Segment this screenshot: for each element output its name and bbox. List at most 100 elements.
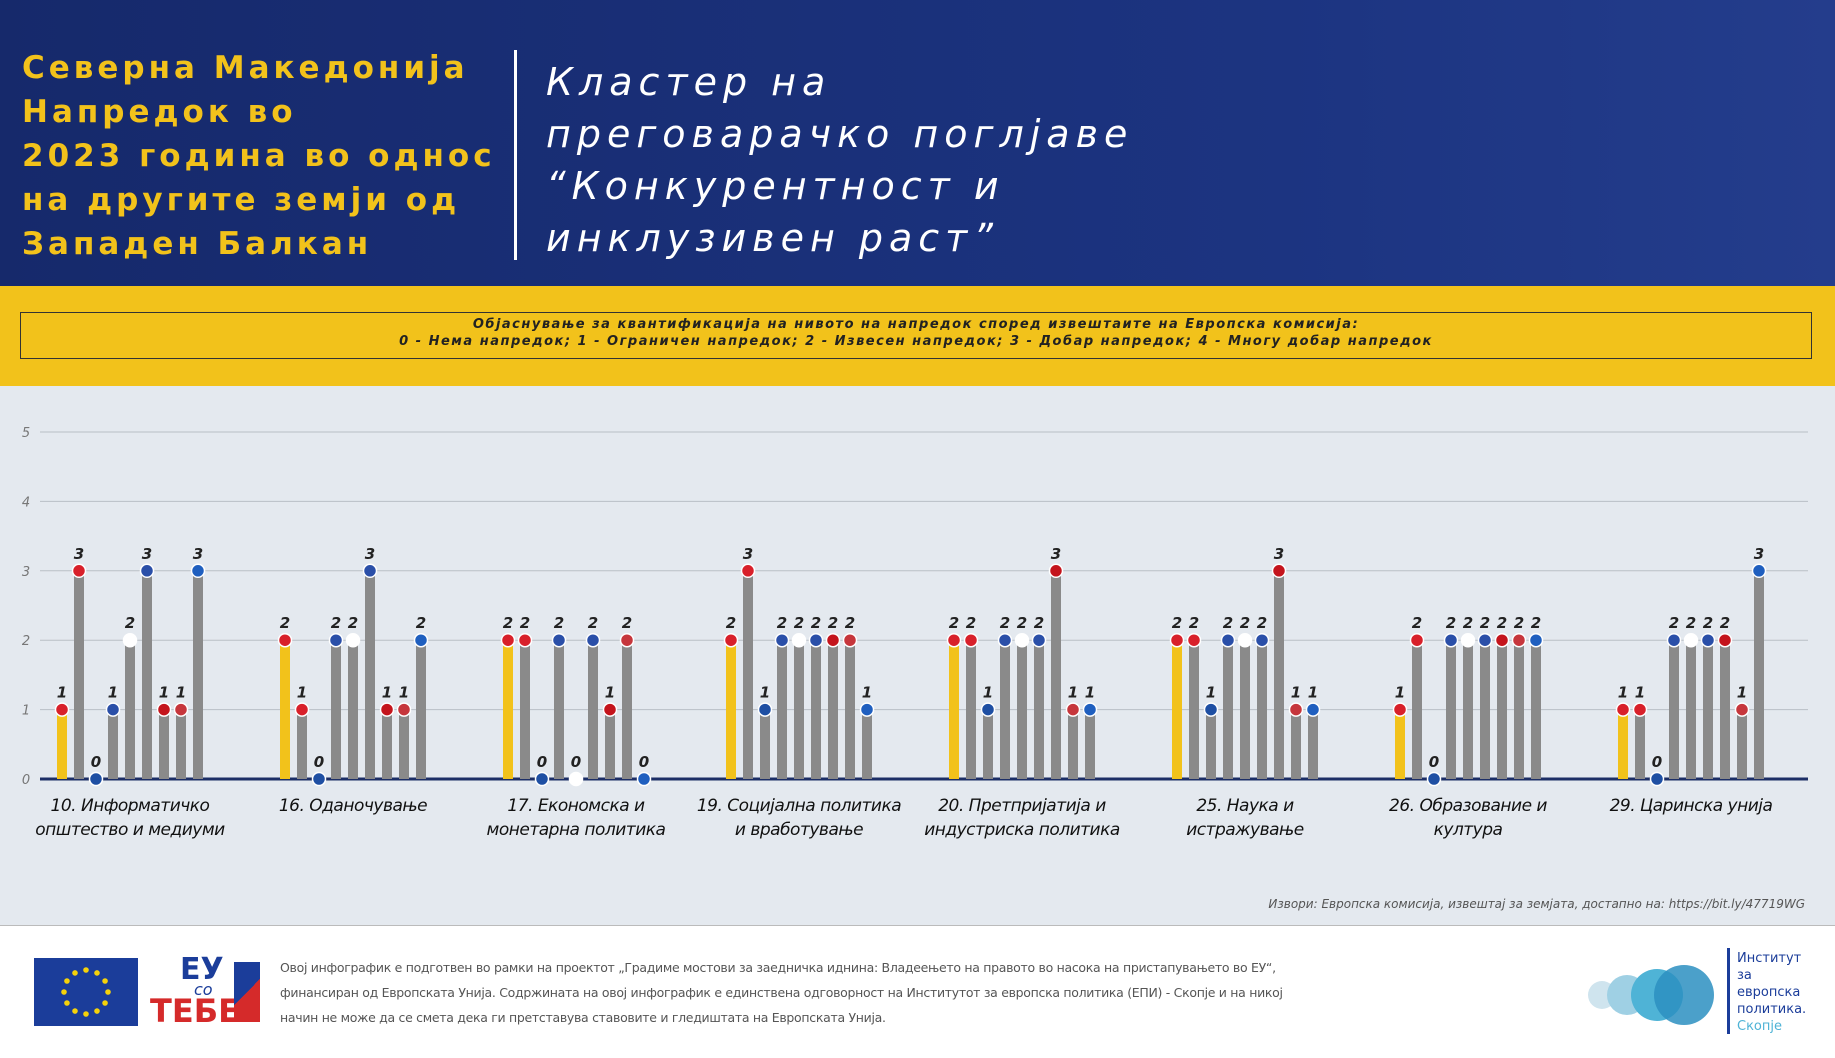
value-label: 2 [1514, 614, 1524, 632]
value-label: 2 [1172, 614, 1182, 632]
flag-icon [1169, 632, 1185, 648]
bar [1754, 570, 1764, 779]
eu-flag [34, 958, 138, 1026]
flag-icon [1065, 702, 1081, 717]
flag-icon [859, 702, 875, 717]
flag-icon [1717, 632, 1733, 648]
flag-icon [1511, 632, 1527, 648]
flag-icon [1203, 702, 1219, 717]
legend-band [0, 286, 1835, 386]
value-label: 3 [142, 545, 152, 563]
value-label: 3 [743, 545, 753, 563]
flag-icon [1477, 632, 1493, 648]
flag-icon [1649, 771, 1665, 787]
value-label: 0 [1429, 753, 1439, 771]
value-label: 1 [1068, 684, 1078, 702]
flag-icon [1031, 632, 1047, 648]
value-label: 2 [726, 614, 736, 632]
value-label: 2 [1497, 614, 1507, 632]
flag-icon [311, 771, 327, 787]
flag-icon [345, 632, 361, 648]
flag-icon [139, 563, 155, 579]
flag-icon [842, 632, 858, 648]
value-label: 1 [1395, 684, 1405, 702]
value-label: 2 [348, 614, 358, 632]
value-label: 0 [639, 753, 649, 771]
flag-icon [88, 771, 104, 787]
flag-icon [1734, 702, 1750, 717]
value-label: 2 [1017, 614, 1027, 632]
bar [1189, 640, 1199, 779]
bar [416, 640, 426, 779]
footer-line: Овој инфографик е подготвен во рамки на … [280, 960, 1276, 975]
y-tick-label: 5 [22, 426, 30, 441]
title-line: на другите земји од [22, 182, 461, 218]
flag-icon [1700, 632, 1716, 648]
flag-icon [1683, 632, 1699, 648]
value-label: 2 [1686, 614, 1696, 632]
y-tick-label: 1 [22, 704, 30, 719]
value-label: 2 [966, 614, 976, 632]
flag-icon [1426, 771, 1442, 787]
bar [1308, 709, 1318, 779]
x-tick-label: 29. Царинска унија [1609, 796, 1773, 816]
value-label: 2 [1480, 614, 1490, 632]
bar [1017, 640, 1027, 779]
bar [1480, 640, 1490, 779]
value-label: 2 [1720, 614, 1730, 632]
value-label: 2 [416, 614, 426, 632]
bar [605, 709, 615, 779]
title-line: “Конкурентност и [546, 164, 1005, 208]
value-label: 2 [949, 614, 959, 632]
value-label: 2 [1703, 614, 1713, 632]
bar [176, 709, 186, 779]
rule [0, 925, 1835, 926]
value-label: 2 [554, 614, 564, 632]
bar [1068, 709, 1078, 779]
legend-line: Објаснување за квантификација на нивото … [472, 317, 1360, 332]
x-tick-label: 17. Економска и монетарна политика [486, 796, 666, 840]
right-title: Кластер на преговарачко поглјаве “Конкур… [546, 56, 1133, 264]
flag-icon [328, 632, 344, 648]
bar [1737, 709, 1747, 779]
header: Северна Македонија Напредок во 2023 годи… [0, 0, 1835, 286]
x-tick-label: 10. Информатичко општество и медиуми [35, 796, 225, 840]
source: Извори: Европска комисија, извештај за з… [1268, 897, 1805, 911]
value-label: 1 [1635, 684, 1645, 702]
bar [811, 640, 821, 779]
institute-line: за [1737, 968, 1752, 983]
flag-icon [71, 563, 87, 579]
bar [777, 640, 787, 779]
bar [622, 640, 632, 779]
bar [125, 640, 135, 779]
value-label: 0 [571, 753, 581, 771]
value-label: 1 [176, 684, 186, 702]
flag-icon [1528, 632, 1544, 648]
bar [280, 640, 290, 779]
bar [1497, 640, 1507, 779]
flag-icon [585, 632, 601, 648]
bar [1172, 640, 1182, 779]
value-label: 2 [794, 614, 804, 632]
value-label: 1 [1291, 684, 1301, 702]
title-line: инклузивен раст” [546, 216, 999, 260]
value-label: 0 [314, 753, 324, 771]
y-tick-label: 3 [22, 565, 30, 580]
flag-icon [500, 632, 516, 648]
bar [743, 570, 753, 779]
y-tick-label: 0 [22, 773, 30, 788]
bar [1669, 640, 1679, 779]
bar [760, 709, 770, 779]
flag-icon [1254, 632, 1270, 648]
left-title: Северна Македонија Напредок во 2023 годи… [22, 46, 496, 266]
bar [1223, 640, 1233, 779]
bar [1618, 709, 1628, 779]
value-label: 2 [1531, 614, 1541, 632]
flag-icon [808, 632, 824, 648]
bar [862, 709, 872, 779]
flag-icon [1082, 702, 1098, 717]
value-label: 1 [108, 684, 118, 702]
flag-icon [1220, 632, 1236, 648]
flag-icon [980, 702, 996, 717]
